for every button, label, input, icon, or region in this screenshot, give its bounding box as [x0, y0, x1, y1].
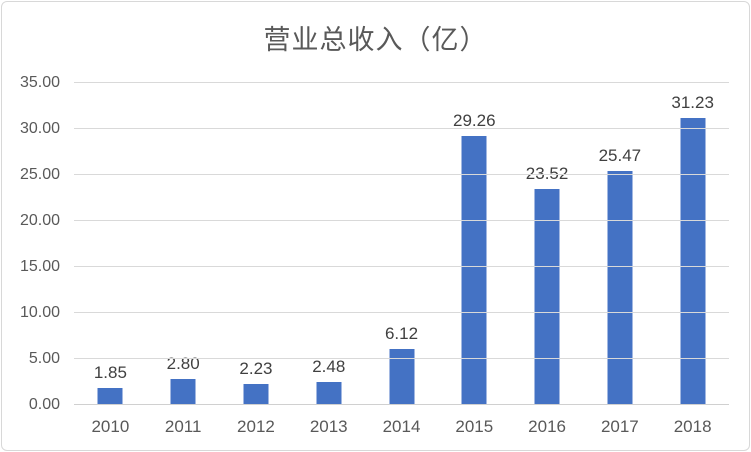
- y-axis: 0.00 5.00 10.00 15.00 20.00 25.00 30.00 35.00: [2, 75, 60, 413]
- bar-2012: [243, 384, 269, 405]
- bar-slot-2015: 29.26: [438, 83, 511, 405]
- chart-title: 营业总收入（亿）: [263, 25, 488, 55]
- x-tick-label-2010: 2010: [91, 417, 130, 436]
- value-label-2013: 2.48: [312, 357, 346, 377]
- gridline: [74, 174, 729, 175]
- y-tick-label: 0.00: [28, 396, 60, 413]
- bar-2017: [607, 170, 633, 405]
- value-label-2011: 2.80: [166, 354, 200, 374]
- gridline: [74, 312, 729, 313]
- y-tick-label: 10.00: [19, 304, 60, 321]
- y-tick-label: 15.00: [19, 258, 60, 275]
- x-tick-label-2012: 2012: [237, 417, 275, 436]
- y-tick-label: 30.00: [19, 120, 60, 137]
- x-tick-label-2018: 2018: [673, 417, 712, 436]
- gridline: [74, 128, 729, 129]
- gridline: [74, 358, 729, 359]
- bar-2015: [461, 135, 487, 405]
- bar-slot-2013: 2.48: [292, 83, 365, 405]
- bar-2010: [97, 387, 123, 405]
- value-label-2014: 6.12: [384, 323, 419, 343]
- value-label-2018: 31.23: [671, 92, 714, 112]
- y-tick-label: 5.00: [28, 350, 60, 367]
- y-tick-label: 25.00: [19, 166, 60, 183]
- x-tick-label-2016: 2016: [528, 417, 566, 436]
- plot-area: 1.85 2.80 2.23 2.48 6.12 29.26 23.52 25.47 31.23: [74, 82, 729, 405]
- bar-2016: [534, 188, 560, 405]
- value-label-2010: 1.85: [93, 362, 127, 382]
- value-label-2016: 23.52: [525, 163, 569, 183]
- x-axis: 2010 2011 2012 2013 2014 2015 2016 2017 2018: [74, 417, 729, 437]
- bar-slot-2012: 2.23: [220, 83, 293, 405]
- bar-slot-2010: 1.85: [74, 83, 147, 405]
- y-tick-label: 35.00: [19, 74, 60, 91]
- value-label-2017: 25.47: [598, 145, 642, 165]
- bar-series: 1.85 2.80 2.23 2.48 6.12 29.26 23.52 25.47 31.23: [74, 83, 729, 405]
- x-tick-label-2017: 2017: [600, 417, 639, 436]
- x-tick-label-2015: 2015: [455, 417, 494, 436]
- bar-2018: [680, 117, 706, 405]
- bar-2011: [170, 379, 196, 405]
- x-tick-label-2014: 2014: [382, 417, 421, 436]
- gridline: [74, 82, 729, 83]
- x-axis-line: [74, 404, 729, 405]
- gridline: [74, 220, 729, 221]
- bar-slot-2014: 6.12: [365, 83, 438, 405]
- y-tick-label: 20.00: [19, 212, 60, 229]
- bar-slot-2016: 23.52: [511, 83, 584, 405]
- x-tick-label-2013: 2013: [309, 417, 348, 436]
- bar-slot-2011: 2.80: [147, 83, 220, 405]
- value-label-2012: 2.23: [239, 359, 273, 379]
- gridline: [74, 266, 729, 267]
- x-tick-label-2011: 2011: [164, 417, 202, 436]
- bar-slot-2017: 25.47: [583, 83, 656, 405]
- value-label-2015: 29.26: [453, 110, 496, 130]
- bar-slot-2018: 31.23: [656, 83, 729, 405]
- bar-2013: [316, 382, 342, 405]
